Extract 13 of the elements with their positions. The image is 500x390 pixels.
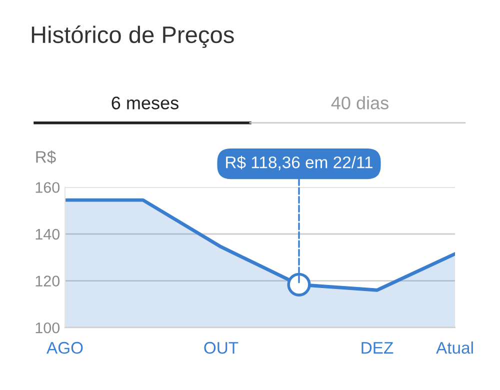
x-tick-label: AGO (46, 342, 83, 354)
text: 6 meses (112, 96, 178, 110)
text: 40 dias (331, 96, 388, 110)
annotation: R$ 118,36 em 22/11 (226, 156, 372, 170)
y-tick-label: 160 (36, 182, 60, 193)
x-tick-label: OUT (204, 342, 238, 354)
y-tick-label: 100 (36, 322, 60, 334)
x-tick-label: Atual (436, 341, 473, 354)
y-tick-label: 140 (36, 228, 60, 240)
chart-title: Histórico de Preços (32, 26, 234, 48)
x-tick-label: DEZ (362, 342, 394, 354)
y-axis-title: R$ (36, 150, 56, 164)
y-tick-label: 120 (36, 276, 60, 286)
